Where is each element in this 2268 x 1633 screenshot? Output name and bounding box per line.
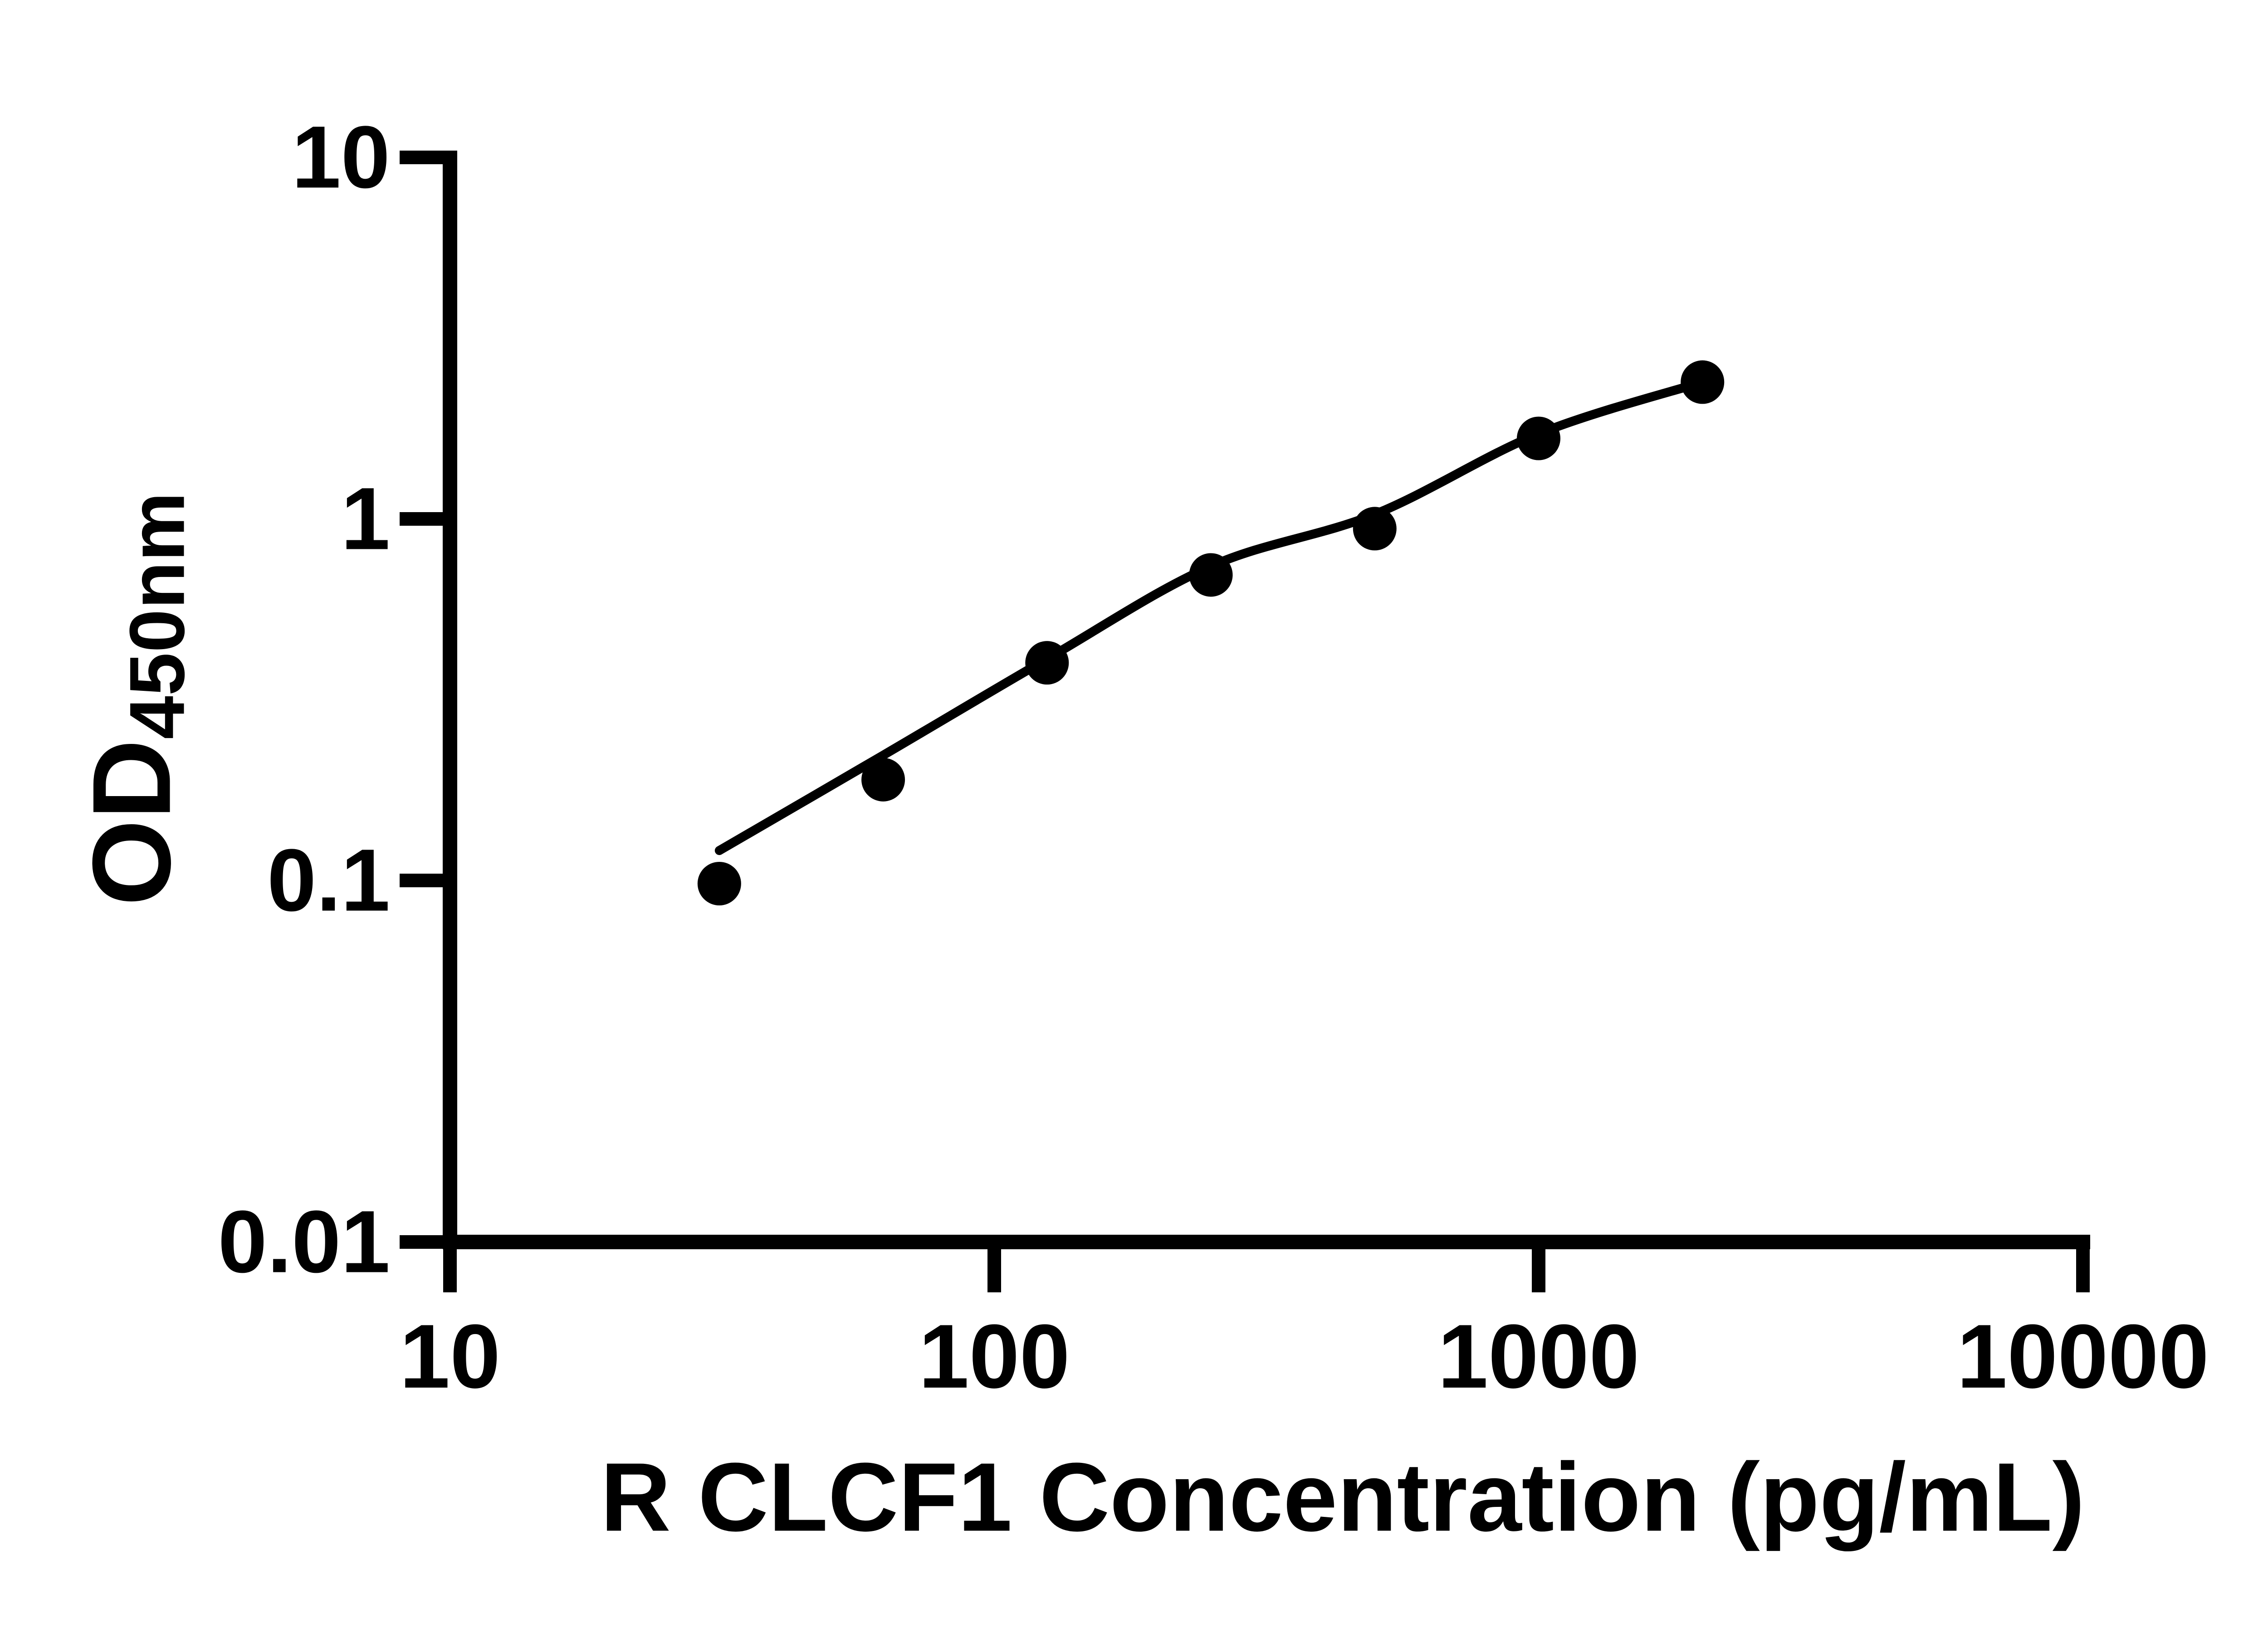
y-axis-tick-0.01 (400, 1235, 443, 1249)
data-point-5 (1517, 416, 1560, 460)
y-tick-label-0_1: 0.1 (267, 831, 390, 930)
y-axis-tick-10 (400, 151, 443, 164)
y-tick-label-1: 1 (341, 469, 390, 568)
data-point-0 (697, 861, 741, 905)
data-point-6 (1681, 360, 1725, 404)
x-tick-label-10: 10 (399, 1306, 501, 1407)
y-axis-tick-1 (400, 512, 443, 526)
y-tick-label-10: 10 (292, 108, 390, 207)
data-point-2 (1025, 641, 1069, 685)
x-tick-label-1000: 1000 (1437, 1306, 1640, 1407)
x-tick-label-10000: 10000 (1956, 1306, 2209, 1407)
y-axis-tick-0.1 (400, 874, 443, 887)
y-axis-line (443, 151, 457, 1249)
x-tick-label-100: 100 (919, 1306, 1070, 1407)
data-point-4 (1353, 507, 1397, 551)
x-axis-tick-100 (987, 1249, 1001, 1292)
y-axis-title-main: OD (69, 739, 194, 906)
x-axis-tick-1000 (1532, 1249, 1545, 1292)
data-point-3 (1189, 553, 1233, 597)
y-axis-title: OD450nm (69, 492, 201, 906)
y-tick-label-0_01: 0.01 (218, 1192, 390, 1291)
y-axis-title-subscript: 450nm (113, 492, 201, 739)
x-axis-tick-10000 (2076, 1249, 2090, 1292)
x-axis-title: R CLCF1 Concentration (pg/mL) (600, 1442, 2085, 1552)
x-axis-tick-10 (443, 1249, 457, 1292)
x-axis-line (443, 1235, 2090, 1249)
data-point-1 (861, 758, 905, 802)
